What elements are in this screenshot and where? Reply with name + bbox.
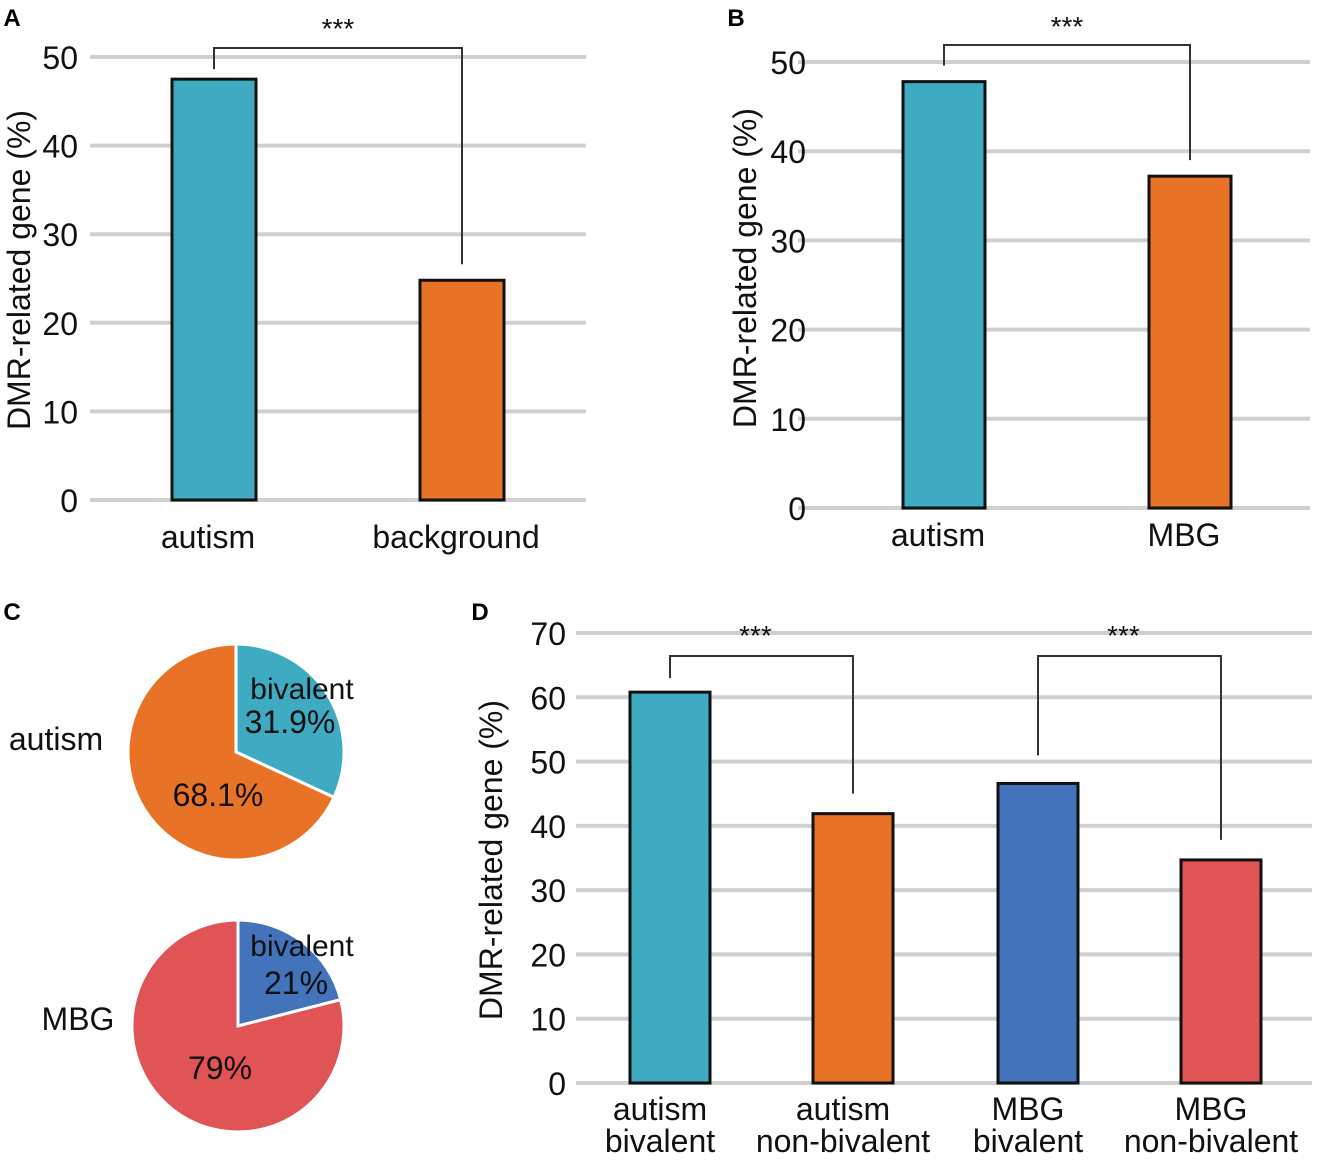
bar — [901, 80, 987, 510]
panel-letter-b: B — [727, 5, 744, 32]
y-axis-label: DMR-related gene (%) — [727, 108, 763, 428]
y-tick-label: 50 — [530, 745, 566, 781]
y-tick-label: 20 — [42, 306, 78, 342]
x-tick-label: autism — [613, 1091, 707, 1127]
pie-value-label: 21% — [264, 965, 328, 1001]
bar — [811, 812, 895, 1085]
pie-value-label: 68.1% — [173, 777, 264, 813]
x-tick-label: non-bivalent — [1124, 1123, 1298, 1159]
x-tick-label: non-bivalent — [756, 1123, 930, 1159]
pie-row-label: MBG — [42, 1001, 115, 1037]
y-axis-label: DMR-related gene (%) — [1, 110, 37, 430]
significance-bracket — [943, 44, 1191, 161]
pie-slice — [130, 918, 346, 1134]
y-tick-label: 60 — [530, 680, 566, 716]
panel-letter-a: A — [3, 5, 20, 32]
x-tick-label: MBG — [992, 1091, 1065, 1127]
y-tick-label: 10 — [770, 402, 806, 438]
panel-letter-d: D — [471, 599, 488, 626]
y-axis-label: DMR-related gene (%) — [473, 700, 509, 1020]
x-tick-label: MBG — [1175, 1091, 1248, 1127]
y-tick-label: 10 — [42, 394, 78, 430]
pie-row-label: autism — [9, 721, 103, 757]
significance-bracket — [1037, 655, 1222, 840]
pie-slice-label: bivalent — [250, 930, 354, 963]
pie-value-label: 79% — [188, 1050, 252, 1086]
pie-slice — [236, 918, 343, 1028]
panel-letter-c: C — [3, 599, 20, 626]
y-tick-label: 0 — [548, 1066, 566, 1102]
y-tick-label: 0 — [60, 483, 78, 519]
x-tick-label: MBG — [1148, 517, 1221, 553]
y-tick-label: 30 — [530, 873, 566, 909]
bar — [628, 690, 712, 1085]
significance-label: *** — [322, 13, 355, 44]
y-tick-label: 10 — [530, 1002, 566, 1038]
y-tick-label: 40 — [530, 809, 566, 845]
pie-slice-label: bivalent — [250, 673, 354, 706]
x-tick-label: autism — [796, 1091, 890, 1127]
significance-bracket — [213, 47, 463, 265]
y-tick-label: 50 — [42, 40, 78, 76]
bar — [1147, 174, 1233, 510]
x-tick-label: autism — [161, 519, 255, 555]
x-tick-label: bivalent — [605, 1123, 715, 1159]
panel-d: D 0 10 20 30 40 50 60 70 DMR-related gene (%) auti… — [471, 599, 1312, 1159]
x-tick-label: autism — [891, 517, 985, 553]
y-tick-label: 30 — [770, 223, 806, 259]
y-tick-label: 30 — [42, 217, 78, 253]
y-tick-label: 0 — [788, 491, 806, 527]
x-tick-label: background — [372, 519, 539, 555]
y-tick-label: 20 — [530, 937, 566, 973]
y-tick-label: 40 — [42, 129, 78, 165]
x-tick-label: bivalent — [973, 1123, 1083, 1159]
y-tick-label: 20 — [770, 313, 806, 349]
pie-slice — [234, 642, 346, 800]
y-tick-label: 70 — [530, 616, 566, 652]
bar — [170, 77, 258, 502]
bar — [418, 278, 506, 502]
significance-label: *** — [739, 620, 772, 651]
bar — [996, 781, 1080, 1085]
y-tick-label: 40 — [770, 134, 806, 170]
pie-value-label: 31.9% — [245, 704, 336, 740]
y-tick-label: 50 — [770, 45, 806, 81]
significance-label: *** — [1107, 620, 1140, 651]
significance-label: *** — [1051, 11, 1084, 42]
pie-slice — [126, 642, 337, 862]
panel-c: Cbivalent31.9%68.1%autismbivalent21%79%M… — [3, 599, 354, 1134]
bar — [1179, 858, 1263, 1085]
significance-bracket — [669, 655, 854, 794]
